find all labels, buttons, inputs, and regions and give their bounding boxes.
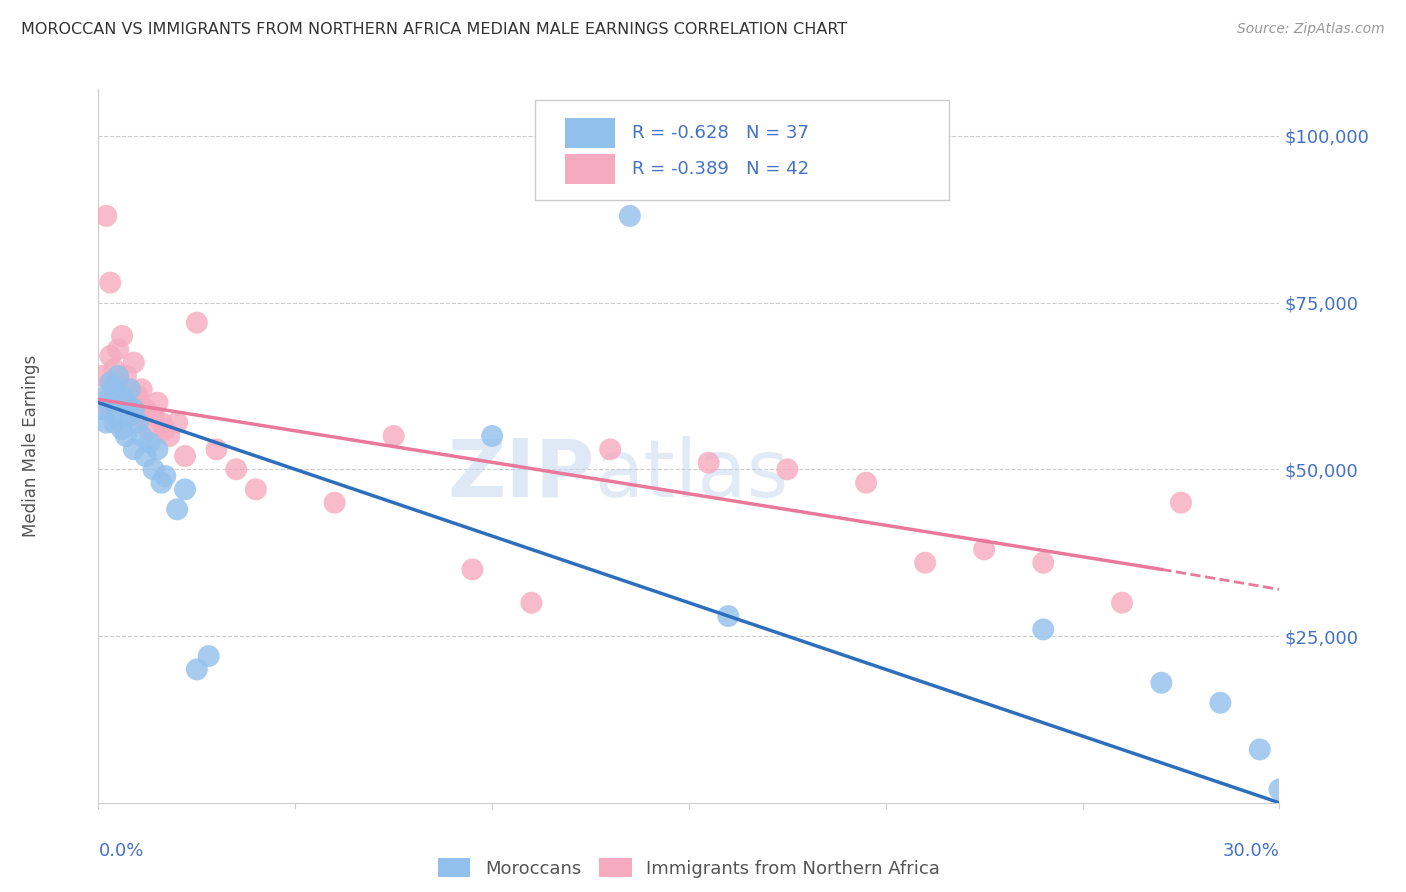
Point: [98, 395, 121, 409]
Point: [107, 343, 129, 357]
Point: [1170, 496, 1192, 510]
Point: [1150, 675, 1173, 690]
Point: [138, 435, 160, 450]
Text: atlas: atlas: [595, 435, 789, 514]
Point: [155, 469, 177, 483]
Point: [1249, 742, 1271, 756]
Point: [98, 349, 121, 363]
Point: [91, 402, 114, 417]
FancyBboxPatch shape: [565, 118, 614, 148]
Point: [127, 389, 149, 403]
Point: [157, 429, 180, 443]
Point: [717, 609, 740, 624]
Point: [697, 456, 720, 470]
Point: [107, 368, 129, 383]
Text: Median Male Earnings: Median Male Earnings: [22, 355, 39, 537]
Point: [107, 376, 129, 390]
Point: [115, 368, 138, 383]
Text: R = -0.389   N = 42: R = -0.389 N = 42: [633, 161, 810, 178]
Point: [127, 416, 149, 430]
Point: [174, 449, 197, 463]
Point: [91, 395, 114, 409]
Point: [131, 382, 153, 396]
Point: [103, 382, 125, 396]
Point: [150, 475, 173, 490]
Point: [115, 429, 138, 443]
Point: [1032, 556, 1054, 570]
Point: [91, 368, 114, 383]
Point: [323, 496, 346, 510]
Point: [1209, 696, 1232, 710]
Point: [855, 475, 877, 490]
Point: [973, 542, 995, 557]
Point: [118, 382, 141, 396]
Point: [142, 409, 165, 423]
FancyBboxPatch shape: [565, 154, 614, 184]
Point: [481, 429, 503, 443]
Point: [118, 382, 141, 396]
Point: [96, 416, 118, 430]
Point: [118, 409, 141, 423]
Point: [135, 402, 157, 417]
Point: [174, 483, 197, 497]
Text: ZIP: ZIP: [447, 435, 595, 514]
Point: [96, 209, 118, 223]
Point: [131, 429, 153, 443]
Point: [186, 316, 208, 330]
Text: R = -0.628   N = 37: R = -0.628 N = 37: [633, 124, 810, 142]
Point: [98, 376, 121, 390]
Point: [150, 416, 173, 430]
Text: 0.0%: 0.0%: [98, 842, 143, 860]
Point: [1032, 623, 1054, 637]
Point: [599, 442, 621, 457]
Point: [166, 502, 188, 516]
Point: [197, 649, 219, 664]
Point: [520, 596, 543, 610]
Point: [111, 395, 134, 409]
FancyBboxPatch shape: [536, 100, 949, 200]
Point: [96, 389, 118, 403]
Point: [111, 329, 134, 343]
Point: [776, 462, 799, 476]
Point: [914, 556, 936, 570]
Point: [111, 389, 134, 403]
Point: [155, 422, 177, 436]
Point: [1111, 596, 1133, 610]
Point: [245, 483, 267, 497]
Point: [103, 416, 125, 430]
Point: [122, 402, 145, 417]
Point: [186, 662, 208, 676]
Point: [382, 429, 405, 443]
Point: [122, 356, 145, 370]
Point: [111, 422, 134, 436]
Point: [107, 409, 129, 423]
Point: [103, 362, 125, 376]
Point: [619, 209, 641, 223]
Point: [127, 409, 149, 423]
Text: MOROCCAN VS IMMIGRANTS FROM NORTHERN AFRICA MEDIAN MALE EARNINGS CORRELATION CHA: MOROCCAN VS IMMIGRANTS FROM NORTHERN AFR…: [21, 22, 848, 37]
Text: Source: ZipAtlas.com: Source: ZipAtlas.com: [1237, 22, 1385, 37]
Point: [1268, 782, 1291, 797]
Point: [122, 442, 145, 457]
Text: 30.0%: 30.0%: [1223, 842, 1279, 860]
Point: [146, 442, 169, 457]
Legend: Moroccans, Immigrants from Northern Africa: Moroccans, Immigrants from Northern Afri…: [430, 851, 948, 885]
Point: [142, 462, 165, 476]
Point: [205, 442, 228, 457]
Point: [461, 562, 484, 576]
Point: [166, 416, 188, 430]
Point: [225, 462, 247, 476]
Point: [138, 422, 160, 436]
Point: [146, 395, 169, 409]
Point: [115, 395, 138, 409]
Point: [98, 276, 121, 290]
Point: [135, 449, 157, 463]
